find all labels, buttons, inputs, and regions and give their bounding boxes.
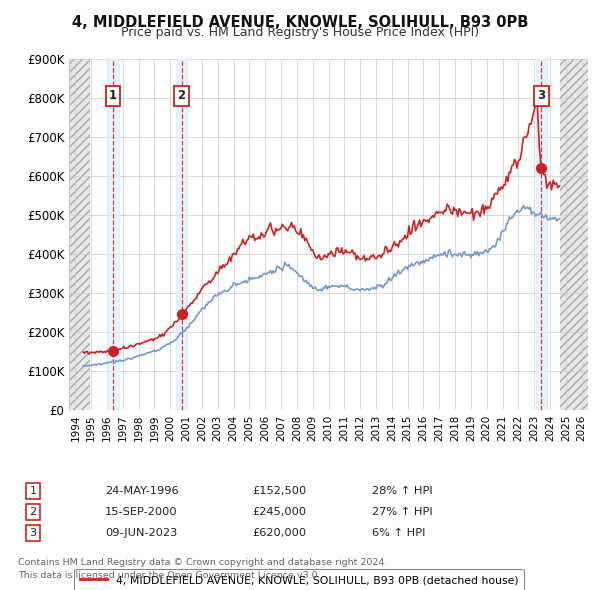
Text: 3: 3 (29, 529, 37, 538)
Bar (107, 59, 119, 410)
Text: 2: 2 (29, 507, 37, 517)
Bar (176, 59, 187, 410)
Text: 09-JUN-2023: 09-JUN-2023 (105, 529, 178, 538)
Text: 15-SEP-2000: 15-SEP-2000 (105, 507, 178, 517)
Text: 28% ↑ HPI: 28% ↑ HPI (372, 486, 433, 496)
Text: Price paid vs. HM Land Registry's House Price Index (HPI): Price paid vs. HM Land Registry's House … (121, 26, 479, 39)
Text: £152,500: £152,500 (252, 486, 306, 496)
Text: £620,000: £620,000 (252, 529, 306, 538)
Text: 1: 1 (29, 486, 37, 496)
Legend: 4, MIDDLEFIELD AVENUE, KNOWLE, SOLIHULL, B93 0PB (detached house), HPI: Average : 4, MIDDLEFIELD AVENUE, KNOWLE, SOLIHULL,… (74, 569, 524, 590)
Text: 3: 3 (537, 89, 545, 102)
Bar (69, 59, 89, 410)
Text: 24-MAY-1996: 24-MAY-1996 (105, 486, 179, 496)
Text: 4, MIDDLEFIELD AVENUE, KNOWLE, SOLIHULL, B93 0PB: 4, MIDDLEFIELD AVENUE, KNOWLE, SOLIHULL,… (72, 15, 528, 30)
Text: 6% ↑ HPI: 6% ↑ HPI (372, 529, 425, 538)
Text: 27% ↑ HPI: 27% ↑ HPI (372, 507, 433, 517)
Text: 2: 2 (178, 89, 185, 102)
Text: £245,000: £245,000 (252, 507, 306, 517)
Bar (536, 59, 547, 410)
Text: 1: 1 (109, 89, 117, 102)
Text: Contains HM Land Registry data © Crown copyright and database right 2024.: Contains HM Land Registry data © Crown c… (18, 558, 388, 566)
Bar (560, 59, 588, 410)
Text: This data is licensed under the Open Government Licence v3.0.: This data is licensed under the Open Gov… (18, 571, 320, 580)
